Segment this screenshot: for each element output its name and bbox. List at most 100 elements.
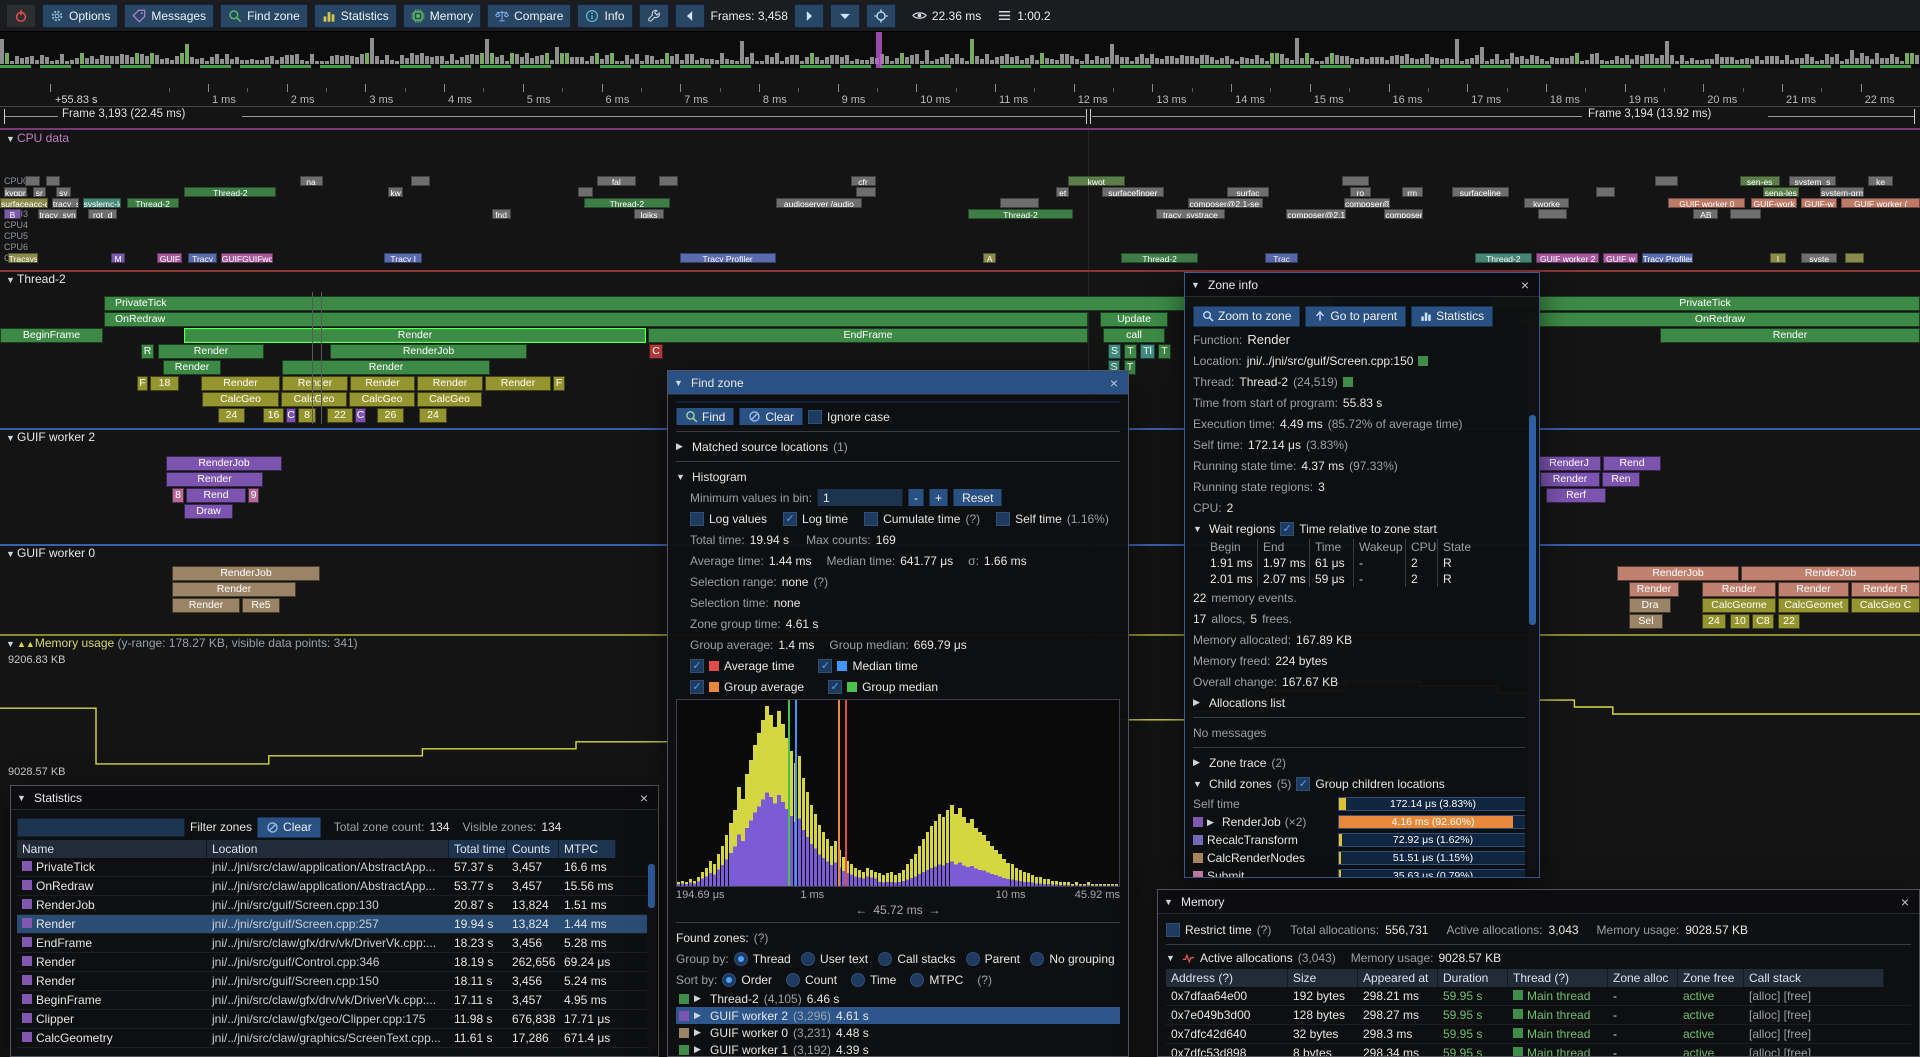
cpu-segment[interactable]: GUIF w	[1603, 253, 1638, 263]
cpu-segment[interactable]: GUIFGUIFwork	[220, 253, 273, 263]
wait-regions-header[interactable]: ▼ Wait regions Time relative to zone sta…	[1193, 520, 1525, 537]
timeline-zone[interactable]: C	[355, 408, 366, 423]
cpu-segment[interactable]: sen-es	[1739, 176, 1780, 186]
timeline-zone[interactable]: Dra	[1629, 598, 1671, 613]
histogram-header[interactable]: ▼ Histogram	[676, 468, 1120, 485]
cpu-segment[interactable]: lgiks	[633, 209, 665, 219]
found-group-row[interactable]: ▶ Thread-2 (4,105) 6.46 s	[676, 990, 1120, 1007]
cpu-segment[interactable]	[1655, 176, 1679, 186]
cpu-segment[interactable]: surfaceline	[1451, 187, 1510, 197]
close-icon[interactable]: ×	[1520, 276, 1530, 293]
collapse-icon[interactable]: ▼	[674, 377, 683, 388]
cpu-segment[interactable]: GUIF-w	[1800, 198, 1838, 208]
messages-button[interactable]: Messages	[124, 3, 215, 28]
cpu-segment[interactable]: tracy_syn	[38, 209, 77, 219]
cpu-segment[interactable]: audioserver /audio	[775, 198, 863, 208]
cpu-segment[interactable]: sy	[55, 187, 72, 197]
cpu-segment[interactable]: kvgpr	[3, 187, 27, 197]
timeline-zone[interactable]: 8	[172, 488, 184, 503]
timeline-zone[interactable]: RenderJob	[1741, 566, 1920, 581]
memory-usage-header[interactable]: ▼ ▲▲Memory usage (y-range: 178.27 KB, vis…	[6, 636, 358, 650]
time-ruler[interactable]: +55.83 s 1 ms 2 ms 3 ms 4 ms 5 ms 6 ms 7 ms 8 ms…	[0, 68, 1920, 107]
timeline-zone[interactable]: 24	[218, 408, 245, 423]
expand-icon[interactable]: ▶	[1193, 697, 1200, 707]
cpu-segment[interactable]	[1845, 253, 1865, 263]
cpu-segment[interactable]: GUIF-work	[1751, 198, 1798, 208]
timeline-zone[interactable]: Ren	[1602, 472, 1640, 487]
cpu-segment[interactable]	[658, 176, 678, 186]
restrict-time-checkbox[interactable]	[1166, 923, 1180, 937]
timeline-zone[interactable]: CalcGeo	[349, 392, 415, 407]
cpu-segment[interactable]: composer@	[1384, 209, 1423, 219]
self-time-checkbox[interactable]	[996, 511, 1011, 526]
timeline-zone[interactable]: S	[1108, 344, 1121, 359]
prev-frame-button[interactable]	[674, 3, 705, 28]
child-zone-row[interactable]: CalcRenderNodes 51.51 μs (1.15%)	[1193, 850, 1525, 866]
timeline-zone[interactable]: F	[553, 376, 565, 391]
timeline-zone[interactable]: F	[137, 376, 148, 391]
scrollbar-thumb[interactable]	[648, 864, 655, 908]
collapse-icon[interactable]: ▼	[17, 792, 26, 803]
cpu-segment[interactable]: system_s	[1789, 176, 1836, 186]
order-radio[interactable]	[722, 972, 737, 987]
child-zone-row[interactable]: Self time 172.14 μs (3.83%)	[1193, 796, 1525, 812]
source-swatch[interactable]	[1418, 355, 1429, 366]
time-radio[interactable]	[851, 972, 866, 987]
timeline-zone[interactable]: RenderJob	[172, 566, 320, 581]
timeline-zone[interactable]: CalcGeo	[417, 392, 482, 407]
collapse-icon[interactable]: ▼	[1166, 953, 1175, 963]
find-zone-window[interactable]: ▼ Find zone × Render Find Clear Ignore c…	[667, 370, 1129, 1057]
timeline-zone[interactable]: 10	[1730, 614, 1750, 629]
cpu-segment[interactable]: GUIF worker 0	[1668, 198, 1746, 208]
timeline-zone[interactable]: 22	[327, 408, 353, 423]
cpu-segment[interactable]: Tracy I	[384, 253, 423, 263]
cpu-segment[interactable]: rot_d	[88, 209, 118, 219]
cpu-segment[interactable]	[1000, 198, 1039, 208]
user-text-radio[interactable]	[801, 951, 816, 966]
cpu-segment[interactable]: sr	[32, 187, 47, 197]
timeline-zone[interactable]: Render	[1778, 582, 1849, 597]
cpu-segment[interactable]: I	[1770, 253, 1786, 263]
compare-button[interactable]: Compare	[487, 3, 572, 28]
cpu-segment[interactable]: GUIF	[157, 253, 183, 263]
timeline-zone[interactable]: Tl	[1140, 344, 1155, 359]
column-header-zone-free[interactable]: Zone free	[1678, 969, 1744, 987]
timeline-zone[interactable]: PrivateTick	[1490, 296, 1920, 311]
timeline-zone[interactable]: Render	[172, 582, 296, 597]
column-header-address[interactable]: Address (?)	[1166, 969, 1288, 987]
cpu-segment[interactable]: ke	[1868, 176, 1894, 186]
thread-header[interactable]: ▼ GUIF worker 2	[6, 430, 95, 444]
cpu-segment[interactable]: Thread-2	[184, 187, 277, 197]
cpu-segment[interactable]: M	[111, 253, 125, 263]
histogram-plot[interactable]	[676, 699, 1120, 887]
frame-dropdown-button[interactable]	[829, 3, 860, 28]
cpu-segment[interactable]	[410, 176, 431, 186]
timeline-zone[interactable]: Rend	[186, 488, 246, 503]
cpu-segment[interactable]: fal	[597, 176, 636, 186]
ignore-case-checkbox[interactable]	[808, 409, 823, 424]
timeline-zone[interactable]: OnRedraw	[104, 312, 1088, 327]
matched-locations-row[interactable]: ▶ Matched source locations (1)	[676, 438, 1120, 455]
timeline-zone[interactable]: Render	[282, 360, 490, 375]
parent-radio[interactable]	[965, 951, 980, 966]
timeline-zone[interactable]: T	[1158, 344, 1171, 359]
table-row[interactable]: OnRedraw jni/../jni/src/claw/application/…	[17, 877, 652, 896]
found-group-row[interactable]: ▶ GUIF worker 0 (3,231) 4.48 s	[676, 1024, 1120, 1041]
clear-filter-button[interactable]: Clear	[257, 816, 321, 838]
clear-button[interactable]: Clear	[739, 408, 804, 425]
cpu-segment[interactable]: tracy_sys	[51, 198, 79, 208]
cpu-segment[interactable]: kw	[387, 187, 404, 197]
zoom-to-zone-button[interactable]: Zoom to zone	[1193, 305, 1301, 327]
cpu-segment[interactable]: Thread-2	[1474, 253, 1533, 263]
timeline-zone[interactable]: R	[141, 344, 154, 359]
scrollbar-thumb[interactable]	[1529, 415, 1536, 625]
timeline-zone[interactable]: T	[1124, 344, 1137, 359]
min-bin-input[interactable]: 1	[817, 489, 904, 506]
cpu-segment[interactable]	[577, 187, 594, 197]
column-header-counts[interactable]: Counts	[507, 840, 559, 858]
cpu-segment[interactable]: surfaceacc-gs	[0, 198, 48, 208]
cpu-segment[interactable]: Trac	[1265, 253, 1298, 263]
cpu-segment[interactable]: tracy_systrace	[1155, 209, 1225, 219]
active-allocations-header[interactable]: ▼ Active allocations (3,043) Memory usag…	[1166, 949, 1911, 967]
timeline-zone[interactable]: CalcGeo	[202, 392, 279, 407]
